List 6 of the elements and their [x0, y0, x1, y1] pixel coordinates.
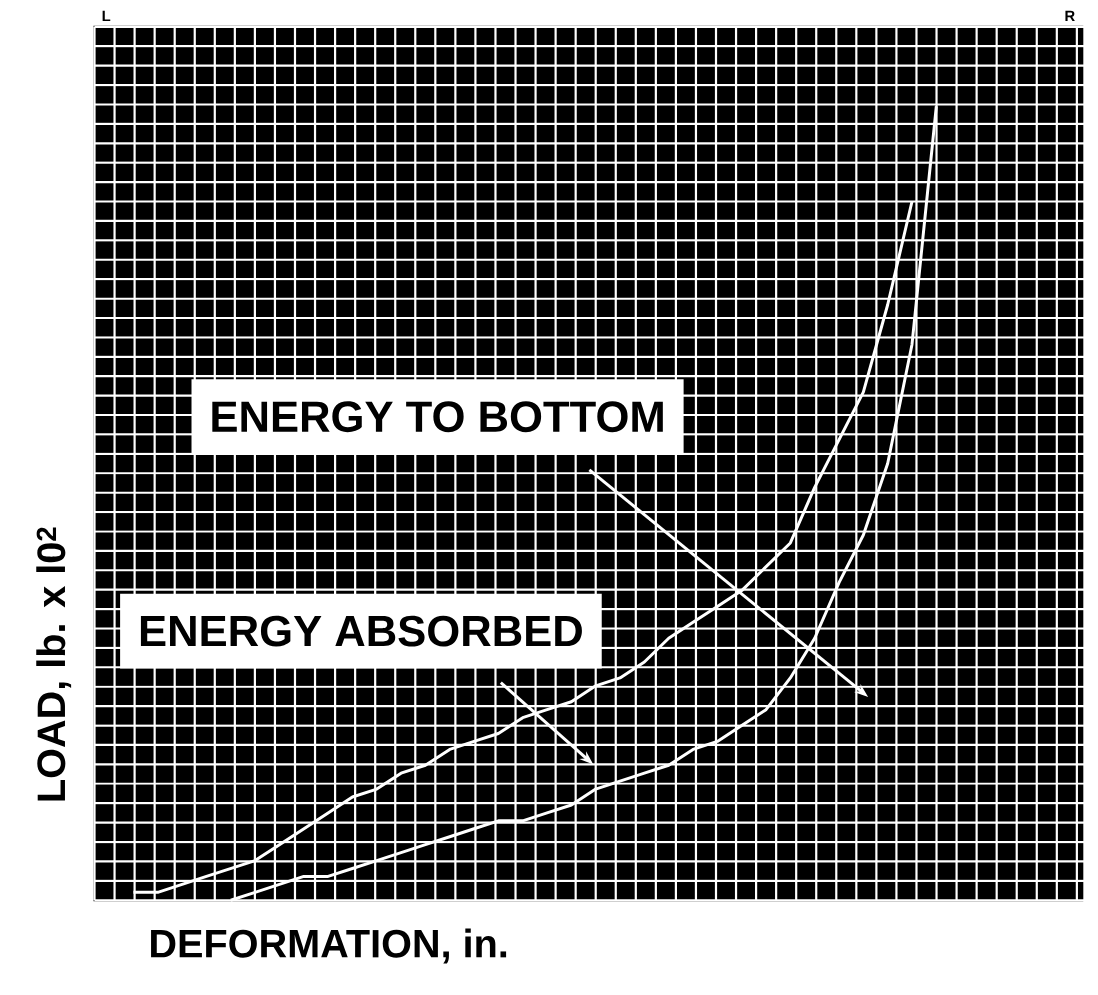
text: L — [102, 10, 111, 22]
annotation: ENERGY TO BOTTOM — [212, 401, 663, 433]
annotation: ENERGY ABSORBED — [140, 615, 582, 647]
x-axis-title: DEFORMATION, in. — [151, 928, 507, 964]
y-axis-title: LOAD, lb. x l0$^{2}$ — [36, 527, 72, 801]
text: R — [1065, 10, 1075, 22]
